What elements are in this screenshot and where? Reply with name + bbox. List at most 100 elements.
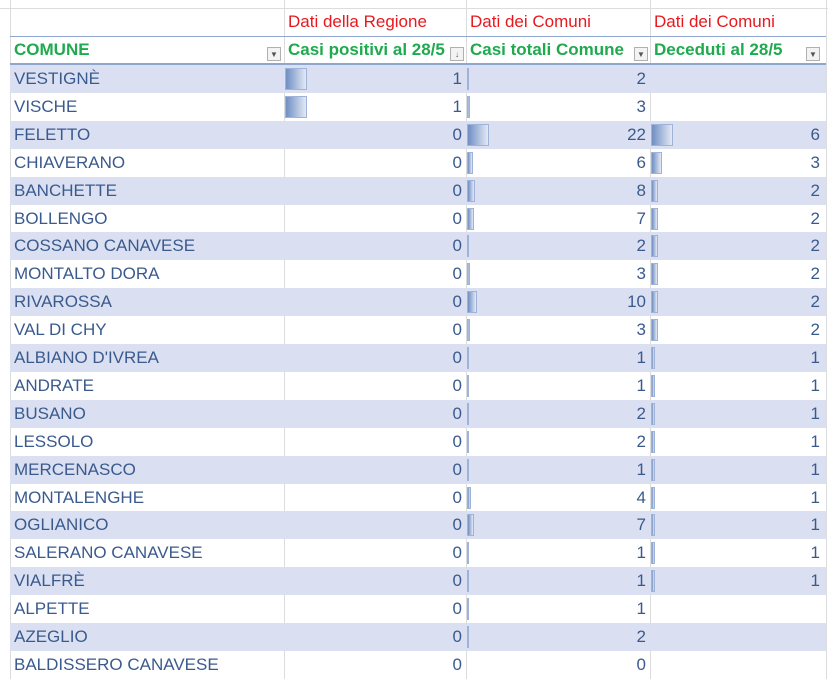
cell-deceduti[interactable]: 1 bbox=[810, 515, 820, 535]
cell-casi-positivi[interactable]: 0 bbox=[452, 348, 462, 367]
cell-casi-positivi[interactable]: 0 bbox=[452, 236, 462, 256]
cell-casi-totali[interactable]: 1 bbox=[636, 599, 646, 619]
cell-deceduti[interactable]: 6 bbox=[810, 124, 820, 144]
cell-deceduti[interactable]: 3 bbox=[810, 152, 820, 172]
column-header-comune[interactable]: COMUNE bbox=[14, 40, 90, 59]
cell-casi-totali[interactable]: 1 bbox=[636, 348, 646, 367]
cell-comune[interactable]: COSSANO CANAVESE bbox=[14, 236, 196, 256]
cell-deceduti[interactable] bbox=[650, 65, 826, 93]
cell-deceduti[interactable]: 2 bbox=[810, 208, 820, 228]
cell-casi-totali[interactable]: 1 bbox=[636, 375, 646, 395]
cell-comune[interactable]: ALBIANO D'IVREA bbox=[14, 348, 159, 367]
cell-comune[interactable]: OGLIANICO bbox=[14, 515, 109, 535]
cell-deceduti[interactable] bbox=[650, 651, 826, 679]
cell-deceduti[interactable] bbox=[650, 595, 826, 623]
cell-deceduti[interactable]: 1 bbox=[810, 543, 820, 563]
cell-casi-positivi[interactable]: 0 bbox=[452, 264, 462, 284]
cell-casi-totali[interactable]: 1 bbox=[636, 459, 646, 479]
cell-comune[interactable]: BOLLENGO bbox=[14, 208, 108, 228]
cell-comune[interactable]: VESTIGNÈ bbox=[14, 69, 100, 88]
cell-casi-totali[interactable]: 2 bbox=[636, 403, 646, 423]
cell-comune[interactable]: ALPETTE bbox=[14, 599, 90, 619]
cell-casi-totali[interactable]: 6 bbox=[636, 152, 646, 172]
cell-comune[interactable]: ANDRATE bbox=[14, 375, 94, 395]
cell-casi-totali[interactable]: 7 bbox=[636, 515, 646, 535]
cell-casi-positivi[interactable]: 0 bbox=[452, 459, 462, 479]
cell-casi-totali[interactable]: 0 bbox=[636, 654, 646, 674]
column-header-casi-totali[interactable]: Casi totali Comune bbox=[470, 40, 624, 59]
cell-casi-positivi[interactable]: 0 bbox=[452, 543, 462, 563]
cell-casi-totali[interactable]: 7 bbox=[636, 208, 646, 228]
cell-casi-totali[interactable]: 2 bbox=[636, 236, 646, 256]
cell-casi-totali[interactable]: 3 bbox=[636, 320, 646, 340]
cell-casi-positivi[interactable]: 0 bbox=[452, 152, 462, 172]
cell-comune[interactable]: BANCHETTE bbox=[14, 180, 117, 200]
cell-deceduti[interactable]: 2 bbox=[810, 292, 820, 312]
cell-casi-positivi[interactable]: 0 bbox=[452, 320, 462, 340]
cell-casi-positivi[interactable]: 0 bbox=[452, 208, 462, 228]
cell-casi-totali[interactable]: 10 bbox=[627, 292, 646, 312]
cell-casi-positivi[interactable]: 0 bbox=[452, 627, 462, 646]
cell-deceduti[interactable]: 2 bbox=[810, 236, 820, 256]
column-header-deceduti[interactable]: Deceduti al 28/5 bbox=[654, 40, 783, 59]
cell-comune[interactable]: BALDISSERO CANAVESE bbox=[14, 654, 219, 674]
cell-comune[interactable]: RIVAROSSA bbox=[14, 292, 112, 312]
filter-dropdown-icon[interactable]: ▼ bbox=[806, 47, 820, 61]
cell-casi-totali[interactable]: 2 bbox=[636, 431, 646, 451]
cell-casi-positivi[interactable]: 0 bbox=[452, 515, 462, 535]
cell-comune[interactable]: VIALFRÈ bbox=[14, 571, 85, 591]
cell-comune[interactable]: SALERANO CANAVESE bbox=[14, 543, 203, 563]
cell-comune[interactable]: BUSANO bbox=[14, 403, 86, 423]
cell-casi-positivi[interactable]: 0 bbox=[452, 487, 462, 507]
gridline bbox=[466, 0, 467, 679]
cell-casi-totali[interactable]: 8 bbox=[636, 180, 646, 200]
filter-dropdown-icon[interactable]: ▼ bbox=[267, 47, 281, 61]
cell-casi-positivi[interactable]: 1 bbox=[452, 96, 462, 116]
sort-descending-filter-icon[interactable]: ↓ bbox=[450, 47, 464, 61]
cell-casi-totali[interactable]: 2 bbox=[636, 627, 646, 646]
cell-deceduti[interactable] bbox=[650, 93, 826, 121]
cell-deceduti[interactable]: 1 bbox=[810, 375, 820, 395]
cell-casi-positivi[interactable]: 0 bbox=[452, 403, 462, 423]
cell-casi-positivi[interactable]: 0 bbox=[452, 599, 462, 619]
cell-deceduti[interactable]: 2 bbox=[810, 264, 820, 284]
cell-comune[interactable]: MONTALTO DORA bbox=[14, 264, 160, 284]
cell-casi-positivi[interactable]: 0 bbox=[452, 180, 462, 200]
column-header-casi-positivi[interactable]: Casi positivi al 28/5 bbox=[288, 40, 445, 59]
cell-casi-positivi[interactable]: 0 bbox=[452, 654, 462, 674]
cell-casi-totali[interactable]: 4 bbox=[636, 487, 646, 507]
cell-comune[interactable]: FELETTO bbox=[14, 124, 91, 144]
cell-casi-totali[interactable]: 3 bbox=[636, 96, 646, 116]
cell-deceduti[interactable] bbox=[650, 623, 826, 651]
cell-casi-positivi[interactable]: 0 bbox=[452, 571, 462, 591]
cell-deceduti[interactable]: 1 bbox=[810, 459, 820, 479]
cell-comune[interactable]: MERCENASCO bbox=[14, 459, 136, 479]
cell-deceduti[interactable]: 1 bbox=[810, 403, 820, 423]
data-bar bbox=[467, 514, 474, 537]
table-row: FELETTO 0 22 6 bbox=[10, 120, 826, 149]
cell-casi-totali[interactable]: 3 bbox=[636, 264, 646, 284]
cell-casi-positivi[interactable]: 0 bbox=[452, 124, 462, 144]
cell-casi-totali[interactable]: 1 bbox=[636, 571, 646, 591]
cell-deceduti[interactable]: 2 bbox=[810, 320, 820, 340]
cell-deceduti[interactable]: 2 bbox=[810, 180, 820, 200]
cell-deceduti[interactable]: 1 bbox=[810, 571, 820, 591]
cell-comune[interactable]: AZEGLIO bbox=[14, 627, 88, 646]
cell-deceduti[interactable]: 1 bbox=[810, 487, 820, 507]
cell-casi-totali[interactable]: 2 bbox=[636, 69, 646, 88]
filter-dropdown-icon[interactable]: ▼ bbox=[634, 47, 648, 61]
cell-comune[interactable]: CHIAVERANO bbox=[14, 152, 126, 172]
cell-casi-positivi[interactable]: 0 bbox=[452, 375, 462, 395]
cell-deceduti[interactable]: 1 bbox=[810, 348, 820, 367]
cell-comune[interactable]: LESSOLO bbox=[14, 431, 94, 451]
cell-casi-totali[interactable]: 22 bbox=[627, 124, 646, 144]
cell-deceduti[interactable]: 1 bbox=[810, 431, 820, 451]
cell-casi-totali[interactable]: 1 bbox=[636, 543, 646, 563]
cell-comune[interactable]: VAL DI CHY bbox=[14, 320, 107, 340]
cell-casi-positivi[interactable]: 1 bbox=[452, 69, 462, 88]
cell-comune[interactable]: VISCHE bbox=[14, 96, 78, 116]
cell-comune[interactable]: MONTALENGHE bbox=[14, 487, 145, 507]
cell-casi-positivi[interactable]: 0 bbox=[452, 431, 462, 451]
cell-casi-positivi[interactable]: 0 bbox=[452, 292, 462, 312]
